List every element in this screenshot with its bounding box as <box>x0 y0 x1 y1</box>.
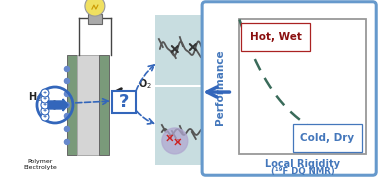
Text: +: + <box>43 115 47 119</box>
Text: Cold, Dry: Cold, Dry <box>300 133 355 142</box>
Text: H$_2$: H$_2$ <box>28 90 42 104</box>
Text: O: O <box>168 135 172 141</box>
Text: Local Rigidity: Local Rigidity <box>265 159 340 169</box>
Text: +: + <box>43 109 47 113</box>
Circle shape <box>41 89 49 97</box>
Circle shape <box>64 67 70 72</box>
Text: +: + <box>43 102 47 107</box>
Text: Polymer
Electrolyte: Polymer Electrolyte <box>23 159 57 170</box>
FancyBboxPatch shape <box>155 87 213 165</box>
Circle shape <box>64 79 70 84</box>
FancyBboxPatch shape <box>239 19 366 154</box>
Text: ?: ? <box>119 93 129 111</box>
FancyBboxPatch shape <box>77 55 99 155</box>
FancyBboxPatch shape <box>99 55 109 155</box>
Circle shape <box>41 95 49 103</box>
Circle shape <box>64 126 70 132</box>
FancyBboxPatch shape <box>88 14 102 24</box>
Text: O: O <box>176 139 180 144</box>
FancyBboxPatch shape <box>67 55 77 155</box>
Text: O$_2$: O$_2$ <box>138 77 152 91</box>
FancyBboxPatch shape <box>241 23 310 51</box>
Circle shape <box>41 101 49 109</box>
Circle shape <box>41 113 49 121</box>
Circle shape <box>162 128 188 154</box>
Text: Hot, Wet: Hot, Wet <box>250 32 302 42</box>
FancyBboxPatch shape <box>293 124 362 152</box>
FancyBboxPatch shape <box>112 91 136 113</box>
Circle shape <box>64 139 70 144</box>
Text: (¹⁹F DQ NMR): (¹⁹F DQ NMR) <box>271 167 335 176</box>
FancyBboxPatch shape <box>155 15 213 85</box>
Circle shape <box>41 107 49 115</box>
Text: Performance: Performance <box>215 49 225 125</box>
FancyBboxPatch shape <box>202 2 376 175</box>
Text: +: + <box>43 90 47 96</box>
Circle shape <box>64 92 70 96</box>
Circle shape <box>64 102 70 107</box>
FancyArrow shape <box>48 99 68 111</box>
Circle shape <box>64 113 70 118</box>
Text: +: + <box>43 96 47 101</box>
Circle shape <box>85 0 105 16</box>
